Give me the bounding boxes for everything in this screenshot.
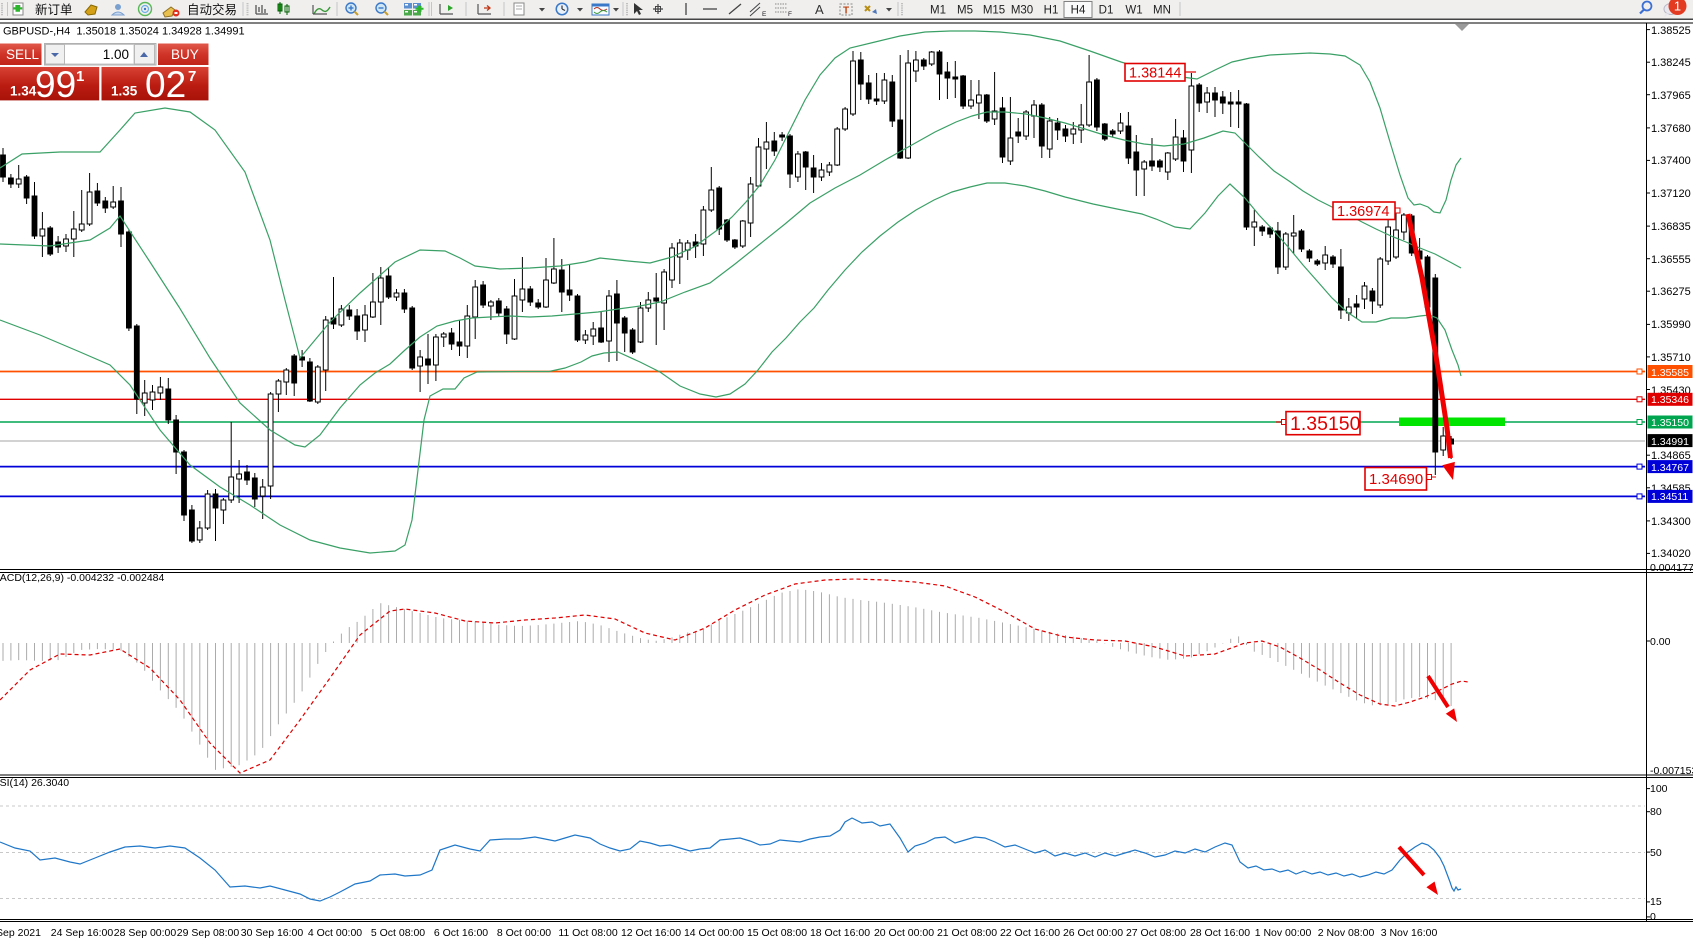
svg-text:50: 50 <box>1650 847 1662 859</box>
svg-text:M15: M15 <box>983 5 1005 17</box>
svg-text:T: T <box>843 6 849 17</box>
svg-text:27 Oct 08:00: 27 Oct 08:00 <box>1126 927 1186 939</box>
svg-text:MACD(12,26,9) -0.004232 -0.002: MACD(12,26,9) -0.004232 -0.002484 <box>0 572 165 584</box>
svg-text:E: E <box>762 11 767 18</box>
svg-text:1: 1 <box>1674 0 1681 14</box>
svg-text:1.35346: 1.35346 <box>1651 394 1689 406</box>
svg-text:30 Sep 16:00: 30 Sep 16:00 <box>241 927 304 939</box>
svg-text:1.36275: 1.36275 <box>1651 286 1691 298</box>
svg-text:1.35990: 1.35990 <box>1651 319 1691 331</box>
svg-text:20 Oct 00:00: 20 Oct 00:00 <box>874 927 934 939</box>
svg-text:15 Oct 08:00: 15 Oct 08:00 <box>747 927 807 939</box>
svg-text:6 Oct 16:00: 6 Oct 16:00 <box>434 927 488 939</box>
svg-text:A: A <box>815 2 824 17</box>
svg-text:100: 100 <box>1650 783 1668 795</box>
svg-text:1: 1 <box>76 68 84 85</box>
svg-text:80: 80 <box>1650 806 1662 818</box>
svg-text:14 Oct 00:00: 14 Oct 00:00 <box>684 927 744 939</box>
svg-text:SELL: SELL <box>6 47 40 62</box>
svg-text:22 Oct 16:00: 22 Oct 16:00 <box>1000 927 1060 939</box>
svg-text:MN: MN <box>1153 5 1171 17</box>
svg-text:W1: W1 <box>1125 5 1142 17</box>
svg-text:15: 15 <box>1650 896 1662 908</box>
svg-text:21 Oct 08:00: 21 Oct 08:00 <box>937 927 997 939</box>
svg-text:1.38144: 1.38144 <box>1129 66 1181 82</box>
svg-text:1.34511: 1.34511 <box>1651 491 1688 503</box>
svg-text:1.00: 1.00 <box>103 47 129 62</box>
svg-text:GBPUSD-,H4 1.35018 1.35024 1.: GBPUSD-,H4 1.35018 1.35024 1.34928 1.349… <box>3 26 245 38</box>
svg-text:M1: M1 <box>930 5 946 17</box>
svg-text:H1: H1 <box>1044 5 1059 17</box>
svg-text:5 Oct 08:00: 5 Oct 08:00 <box>371 927 425 939</box>
svg-text:1.37400: 1.37400 <box>1651 155 1691 167</box>
svg-text:-0.007153: -0.007153 <box>1650 765 1693 777</box>
svg-text:F: F <box>788 11 792 18</box>
svg-text:4 Oct 00:00: 4 Oct 00:00 <box>308 927 362 939</box>
svg-text:26 Oct 00:00: 26 Oct 00:00 <box>1063 927 1123 939</box>
svg-text:1.35710: 1.35710 <box>1651 352 1691 364</box>
svg-text:12 Oct 16:00: 12 Oct 16:00 <box>621 927 681 939</box>
svg-text:D1: D1 <box>1099 5 1114 17</box>
svg-text:1.36974: 1.36974 <box>1337 204 1389 220</box>
svg-text:2 Nov 08:00: 2 Nov 08:00 <box>1318 927 1375 939</box>
svg-text:0.004177: 0.004177 <box>1650 562 1693 574</box>
svg-text:99: 99 <box>35 64 76 105</box>
svg-text:1.35585: 1.35585 <box>1651 367 1689 379</box>
svg-text:1.34020: 1.34020 <box>1651 548 1691 560</box>
svg-text:3 Nov 16:00: 3 Nov 16:00 <box>1381 927 1438 939</box>
svg-text:1.34: 1.34 <box>10 84 37 99</box>
svg-text:8 Oct 00:00: 8 Oct 00:00 <box>497 927 551 939</box>
svg-text:1.37120: 1.37120 <box>1651 188 1691 200</box>
svg-text:1.34690: 1.34690 <box>1369 471 1423 488</box>
svg-text:M5: M5 <box>957 5 973 17</box>
svg-text:11 Oct 08:00: 11 Oct 08:00 <box>558 927 618 939</box>
svg-text:1 Nov 00:00: 1 Nov 00:00 <box>1255 927 1312 939</box>
svg-text:新订单: 新订单 <box>35 2 73 17</box>
svg-text:1.34991: 1.34991 <box>1651 436 1689 448</box>
svg-text:1.38525: 1.38525 <box>1651 25 1691 37</box>
svg-text:1.35150: 1.35150 <box>1290 413 1361 435</box>
svg-text:1.35: 1.35 <box>111 84 138 99</box>
svg-text:18 Oct 16:00: 18 Oct 16:00 <box>810 927 870 939</box>
svg-text:Sep 2021: Sep 2021 <box>0 927 41 939</box>
svg-text:29 Sep 08:00: 29 Sep 08:00 <box>177 927 240 939</box>
svg-text:M30: M30 <box>1011 5 1033 17</box>
svg-text:0: 0 <box>1650 911 1656 923</box>
svg-text:1.34300: 1.34300 <box>1651 516 1691 528</box>
svg-text:24 Sep 16:00: 24 Sep 16:00 <box>51 927 114 939</box>
svg-text:1.35150: 1.35150 <box>1651 417 1689 429</box>
svg-text:H4: H4 <box>1071 5 1086 17</box>
svg-text:1.36835: 1.36835 <box>1651 221 1691 233</box>
svg-text:自动交易: 自动交易 <box>187 2 237 17</box>
svg-text:0.00: 0.00 <box>1650 636 1671 648</box>
svg-text:1.37965: 1.37965 <box>1651 90 1691 102</box>
svg-text:1.36555: 1.36555 <box>1651 254 1691 266</box>
svg-text:BUY: BUY <box>171 47 199 62</box>
svg-text:28 Oct 16:00: 28 Oct 16:00 <box>1190 927 1250 939</box>
svg-text:1.38245: 1.38245 <box>1651 57 1691 69</box>
svg-text:02: 02 <box>145 64 186 105</box>
svg-text:1.37680: 1.37680 <box>1651 123 1691 135</box>
svg-text:RSI(14) 26.3040: RSI(14) 26.3040 <box>0 777 69 789</box>
svg-text:1.34767: 1.34767 <box>1651 462 1689 474</box>
svg-text:7: 7 <box>188 68 196 85</box>
svg-text:28 Sep 00:00: 28 Sep 00:00 <box>114 927 177 939</box>
svg-text:1.34865: 1.34865 <box>1651 450 1691 462</box>
